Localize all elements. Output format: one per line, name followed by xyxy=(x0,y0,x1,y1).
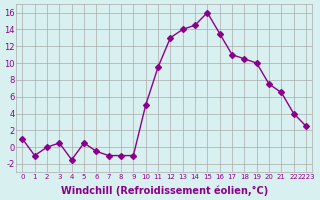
X-axis label: Windchill (Refroidissement éolien,°C): Windchill (Refroidissement éolien,°C) xyxy=(60,185,268,196)
